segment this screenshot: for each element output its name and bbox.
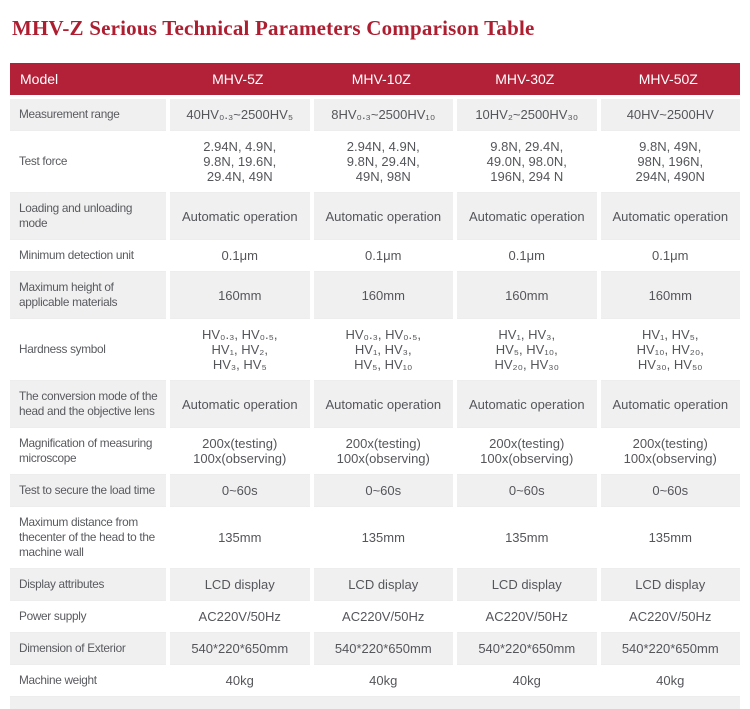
row-value-mhv-30z: 10HV₂~2500HV₃₀ [457, 99, 597, 130]
row-value-mhv-10z: 200x(testing) 100x(observing) [313, 427, 453, 474]
row-value-mhv-30z: Automatic operation [457, 380, 597, 427]
row-value-mhv-30z: 0~60s [457, 474, 597, 506]
row-parameter-label: Minimum detection unit [10, 239, 166, 271]
row-value-mhv-30z: LCD display [457, 568, 597, 600]
table-row: Minimum detection unit 0.1μm 0.1μm 0.1μm… [10, 239, 740, 271]
header-col-mhv-10z: MHV-10Z [351, 71, 411, 87]
row-value-mhv-30z: 40kg [457, 664, 597, 696]
row-value-mhv-10z: 135mm [313, 506, 453, 568]
row-parameter-label: Hardness symbol [10, 318, 166, 380]
table-row: Maximum distance from thecenter of the h… [10, 506, 740, 568]
row-value-mhv-10z: 8HV₀.₃~2500HV₁₀ [313, 99, 453, 130]
comparison-table: Model MHV-5Z MHV-10Z MHV-30Z MHV-50Z Mea… [10, 63, 740, 709]
row-value-mhv-5z: 135mm [170, 506, 310, 568]
table-row: Magnification of measuring microscope 20… [10, 427, 740, 474]
table-row: Maximum height of applicable materials 1… [10, 271, 740, 318]
row-parameter-label: Power supply [10, 600, 166, 632]
row-parameter-label: The conversion mode of the head and the … [10, 380, 166, 427]
table-row: The conversion mode of the head and the … [10, 380, 740, 427]
row-value-mhv-30z: Automatic operation [457, 192, 597, 239]
row-value-mhv-10z: HV₀.₃, HV₀.₅, HV₁, HV₃, HV₅, HV₁₀ [313, 318, 453, 380]
table-row: Test to secure the load time 0~60s 0~60s… [10, 474, 740, 506]
table-header-row: Model MHV-5Z MHV-10Z MHV-30Z MHV-50Z [10, 63, 740, 95]
row-parameter-label: Machine weight [10, 664, 166, 696]
row-value-mhv-30z: 540*220*650mm [457, 632, 597, 664]
row-value-mhv-10z: AC220V/50Hz [313, 600, 453, 632]
table-row: Machine weight 40kg 40kg 40kg 40kg [10, 664, 740, 696]
row-value-mhv-5z: Automatic operation [170, 380, 310, 427]
row-parameter-label: Test to secure the load time [10, 474, 166, 506]
row-value-mhv-30z: 160mm [457, 271, 597, 318]
row-value-mhv-50z: 135mm [600, 506, 740, 568]
row-value-mhv-50z: Automatic operation [600, 192, 740, 239]
row-value-mhv-50z: 540*220*650mm [600, 632, 740, 664]
row-value-mhv-50z: 9.8N, 49N, 98N, 196N, 294N, 490N [600, 130, 740, 192]
row-value-mhv-30z: 0.1μm [457, 239, 597, 271]
row-value-mhv-50z: Automatic operation [600, 380, 740, 427]
row-value-mhv-5z: HV₀.₃, HV₀.₅, HV₁, HV₂, HV₃, HV₅ [170, 318, 310, 380]
row-value-mhv-5z: 0~60s [170, 474, 310, 506]
row-value-mhv-10z: 0.1μm [313, 239, 453, 271]
row-value-mhv-10z: 40kg [313, 664, 453, 696]
table-row: Dimension of Exterior 540*220*650mm 540*… [10, 632, 740, 664]
row-value-mhv-5z: Automatic operation [170, 192, 310, 239]
row-value-mhv-5z: 200x(testing) 100x(observing) [170, 427, 310, 474]
table-row: Power supply AC220V/50Hz AC220V/50Hz AC2… [10, 600, 740, 632]
header-col-mhv-50z: MHV-50Z [638, 71, 698, 87]
row-parameter-label: Dimension of Exterior [10, 632, 166, 664]
row-parameter-label: Magnification of measuring microscope [10, 427, 166, 474]
row-value-mhv-50z: 40HV~2500HV [600, 99, 740, 130]
row-value-mhv-10z: Automatic operation [313, 380, 453, 427]
row-parameter-label: Test force [10, 130, 166, 192]
row-value-mhv-50z: HV₁, HV₅, HV₁₀, HV₂₀, HV₃₀, HV₅₀ [600, 318, 740, 380]
table-row: Loading and unloading mode Automatic ope… [10, 192, 740, 239]
row-value-mhv-50z: 0.1μm [600, 239, 740, 271]
row-value-mhv-10z: 160mm [313, 271, 453, 318]
table-row: Hardness symbol HV₀.₃, HV₀.₅, HV₁, HV₂, … [10, 318, 740, 380]
table-footer-strip [10, 696, 740, 709]
row-value-mhv-5z: AC220V/50Hz [170, 600, 310, 632]
row-value-mhv-30z: 9.8N, 29.4N, 49.0N, 98.0N, 196N, 294 N [457, 130, 597, 192]
row-value-mhv-10z: Automatic operation [313, 192, 453, 239]
row-value-mhv-30z: HV₁, HV₃, HV₅, HV₁₀, HV₂₀, HV₃₀ [457, 318, 597, 380]
row-value-mhv-10z: 540*220*650mm [313, 632, 453, 664]
row-value-mhv-30z: 135mm [457, 506, 597, 568]
row-value-mhv-30z: 200x(testing) 100x(observing) [457, 427, 597, 474]
row-value-mhv-5z: LCD display [170, 568, 310, 600]
row-value-mhv-5z: 40kg [170, 664, 310, 696]
row-value-mhv-5z: 160mm [170, 271, 310, 318]
row-value-mhv-50z: 40kg [600, 664, 740, 696]
row-value-mhv-50z: 160mm [600, 271, 740, 318]
row-value-mhv-30z: AC220V/50Hz [457, 600, 597, 632]
table-body: Measurement range 40HV₀.₃~2500HV₅ 8HV₀.₃… [10, 99, 740, 696]
row-value-mhv-50z: LCD display [600, 568, 740, 600]
row-value-mhv-5z: 0.1μm [170, 239, 310, 271]
row-value-mhv-10z: 2.94N, 4.9N, 9.8N, 29.4N, 49N, 98N [313, 130, 453, 192]
row-value-mhv-5z: 2.94N, 4.9N, 9.8N, 19.6N, 29.4N, 49N [170, 130, 310, 192]
row-parameter-label: Loading and unloading mode [10, 192, 166, 239]
header-col-mhv-5z: MHV-5Z [212, 71, 264, 87]
table-row: Test force 2.94N, 4.9N, 9.8N, 19.6N, 29.… [10, 130, 740, 192]
row-value-mhv-5z: 40HV₀.₃~2500HV₅ [170, 99, 310, 130]
page-title: MHV-Z Serious Technical Parameters Compa… [12, 16, 535, 40]
row-value-mhv-10z: 0~60s [313, 474, 453, 506]
row-value-mhv-5z: 540*220*650mm [170, 632, 310, 664]
header-model-label: Model [20, 71, 59, 87]
table-row: Measurement range 40HV₀.₃~2500HV₅ 8HV₀.₃… [10, 99, 740, 130]
row-value-mhv-50z: 200x(testing) 100x(observing) [600, 427, 740, 474]
header-col-mhv-30z: MHV-30Z [495, 71, 555, 87]
row-value-mhv-50z: 0~60s [600, 474, 740, 506]
row-parameter-label: Maximum height of applicable materials [10, 271, 166, 318]
row-parameter-label: Maximum distance from thecenter of the h… [10, 506, 166, 568]
row-value-mhv-10z: LCD display [313, 568, 453, 600]
row-parameter-label: Display attributes [10, 568, 166, 600]
row-value-mhv-50z: AC220V/50Hz [600, 600, 740, 632]
row-parameter-label: Measurement range [10, 99, 166, 130]
table-row: Display attributes LCD display LCD displ… [10, 568, 740, 600]
